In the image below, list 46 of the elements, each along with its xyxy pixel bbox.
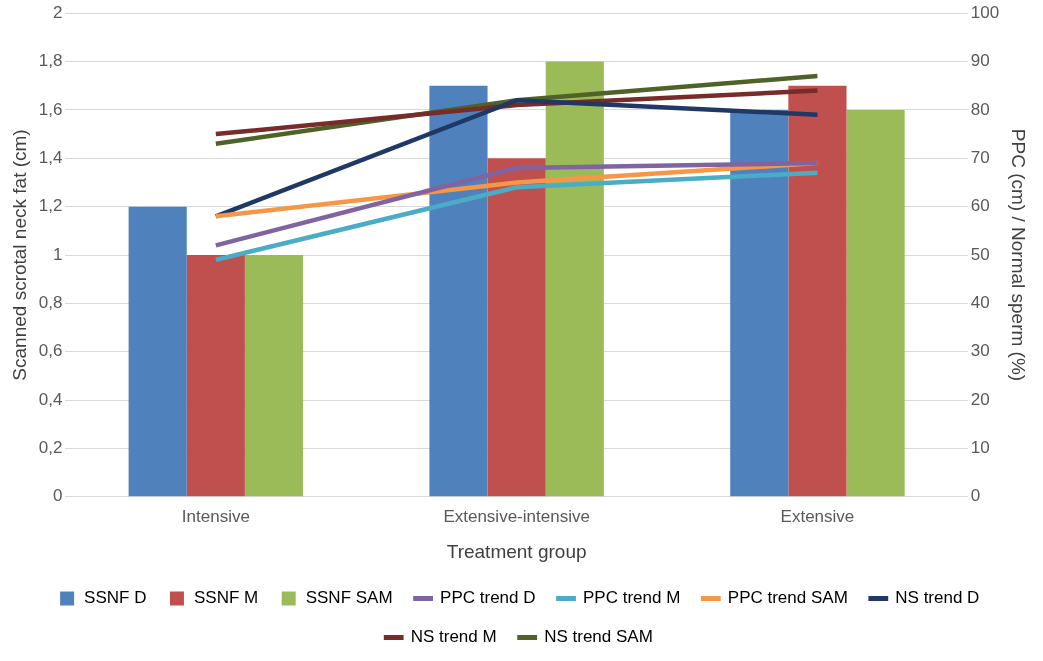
legend-label: PPC trend D [440,588,536,608]
y2-tick-label: 60 [970,196,990,216]
y2-tick-label: 20 [970,389,990,409]
legend-label: SSNF D [84,588,147,608]
y-tick-label: 0 [52,486,63,506]
y-tick-label: 2 [52,2,63,22]
y-tick-label: 0,2 [38,438,63,458]
bar [788,85,847,497]
y-tick-label: 1,2 [38,196,63,216]
x-axis-title: Treatment group [446,540,587,562]
y2-tick-label: 40 [970,293,990,313]
legend-label: NS trend M [410,627,497,647]
legend-label: SSNF M [193,588,259,608]
x-tick-label: Intensive [181,506,250,526]
y2-axis-title: PPC (cm) / Normal sperm (%) [1008,128,1030,382]
bar [128,206,187,497]
legend-label: SSNF SAM [305,588,393,608]
y2-tick-label: 80 [970,99,990,119]
y2-tick-label: 70 [970,147,990,167]
legend-label: PPC trend M [583,588,681,608]
bar [730,109,789,497]
y-tick-label: 0,6 [38,341,63,361]
y-tick-label: 1,6 [38,99,63,119]
legend-label: PPC trend SAM [727,588,848,608]
bar [545,61,604,497]
legend-label: NS trend D [895,588,980,608]
y-tick-label: 1,4 [38,147,63,167]
y2-tick-label: 100 [970,2,1000,22]
y-tick-label: 1,8 [38,51,63,71]
x-tick-label: Extensive-intensive [443,506,590,526]
y2-tick-label: 50 [970,244,990,264]
y-tick-label: 0,4 [38,389,63,409]
bar [244,255,304,497]
y-tick-label: 1 [52,244,63,264]
y-tick-label: 0,8 [38,293,63,313]
y2-tick-label: 10 [970,438,990,458]
x-tick-label: Extensive [780,506,855,526]
bar [186,255,245,497]
bar [429,85,488,497]
y2-tick-label: 90 [970,51,990,71]
bar [487,158,546,497]
y-axis-title: Scanned scrotal neck fat (cm) [8,129,30,381]
legend-label: NS trend SAM [544,627,653,647]
bar [846,109,905,497]
y2-tick-label: 30 [970,341,990,361]
y2-tick-label: 0 [970,486,981,506]
